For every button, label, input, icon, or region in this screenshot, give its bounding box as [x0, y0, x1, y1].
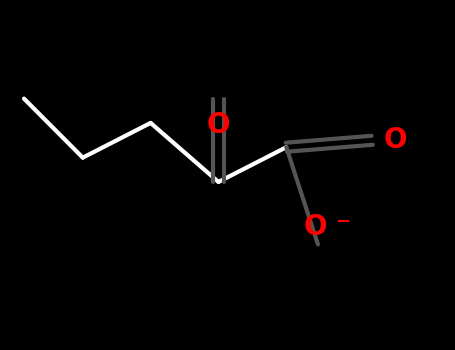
Text: O: O	[207, 111, 230, 139]
Text: −: −	[335, 213, 350, 231]
Text: O: O	[384, 126, 407, 154]
Text: O: O	[304, 213, 328, 241]
